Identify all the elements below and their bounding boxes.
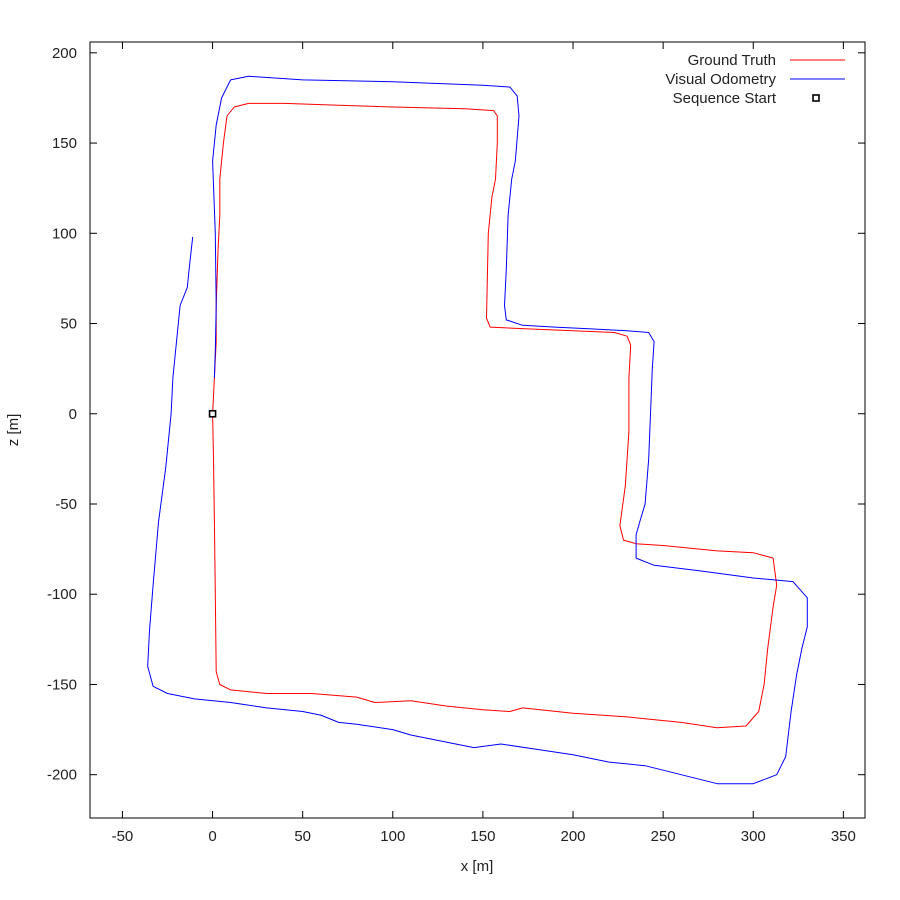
series-layer <box>147 75 808 785</box>
x-tick-label: 100 <box>380 828 405 845</box>
x-tick-label: 300 <box>741 828 766 845</box>
series-line-visual-odometry <box>147 75 808 785</box>
legend-label: Ground Truth <box>688 52 776 69</box>
legend-label: Sequence Start <box>673 90 777 107</box>
x-axis-label: x [m] <box>461 858 494 875</box>
legend-label: Visual Odometry <box>665 71 776 88</box>
y-tick-label: -100 <box>47 586 77 603</box>
y-tick-label: 100 <box>52 225 77 242</box>
x-tick-label: 350 <box>831 828 856 845</box>
y-tick-label: -200 <box>47 767 77 784</box>
y-tick-label: -50 <box>55 496 77 513</box>
legend-marker <box>812 94 820 102</box>
y-tick-label: 200 <box>52 45 77 62</box>
x-tick-label: 250 <box>651 828 676 845</box>
x-tick-label: 200 <box>561 828 586 845</box>
y-tick-label: 50 <box>60 316 77 333</box>
y-axis-label: z [m] <box>5 414 22 447</box>
series-line-ground-truth <box>212 102 778 729</box>
plot-frame <box>89 41 866 819</box>
x-tick-label: 150 <box>470 828 495 845</box>
y-tick-label: -150 <box>47 676 77 693</box>
legend: Ground Truth Visual Odometry Sequence Star… <box>665 52 845 107</box>
y-tick-label: 150 <box>52 135 77 152</box>
x-tick-label: 0 <box>208 828 216 845</box>
sequence-start-marker <box>208 409 217 418</box>
x-tick-label: -50 <box>112 828 134 845</box>
y-tick-label: 0 <box>69 406 77 423</box>
x-tick-label: 50 <box>294 828 311 845</box>
axis-ticks: -50 0 50 100 150 200 250 300 350 -200 -150 -100 -50 0… <box>47 42 865 845</box>
